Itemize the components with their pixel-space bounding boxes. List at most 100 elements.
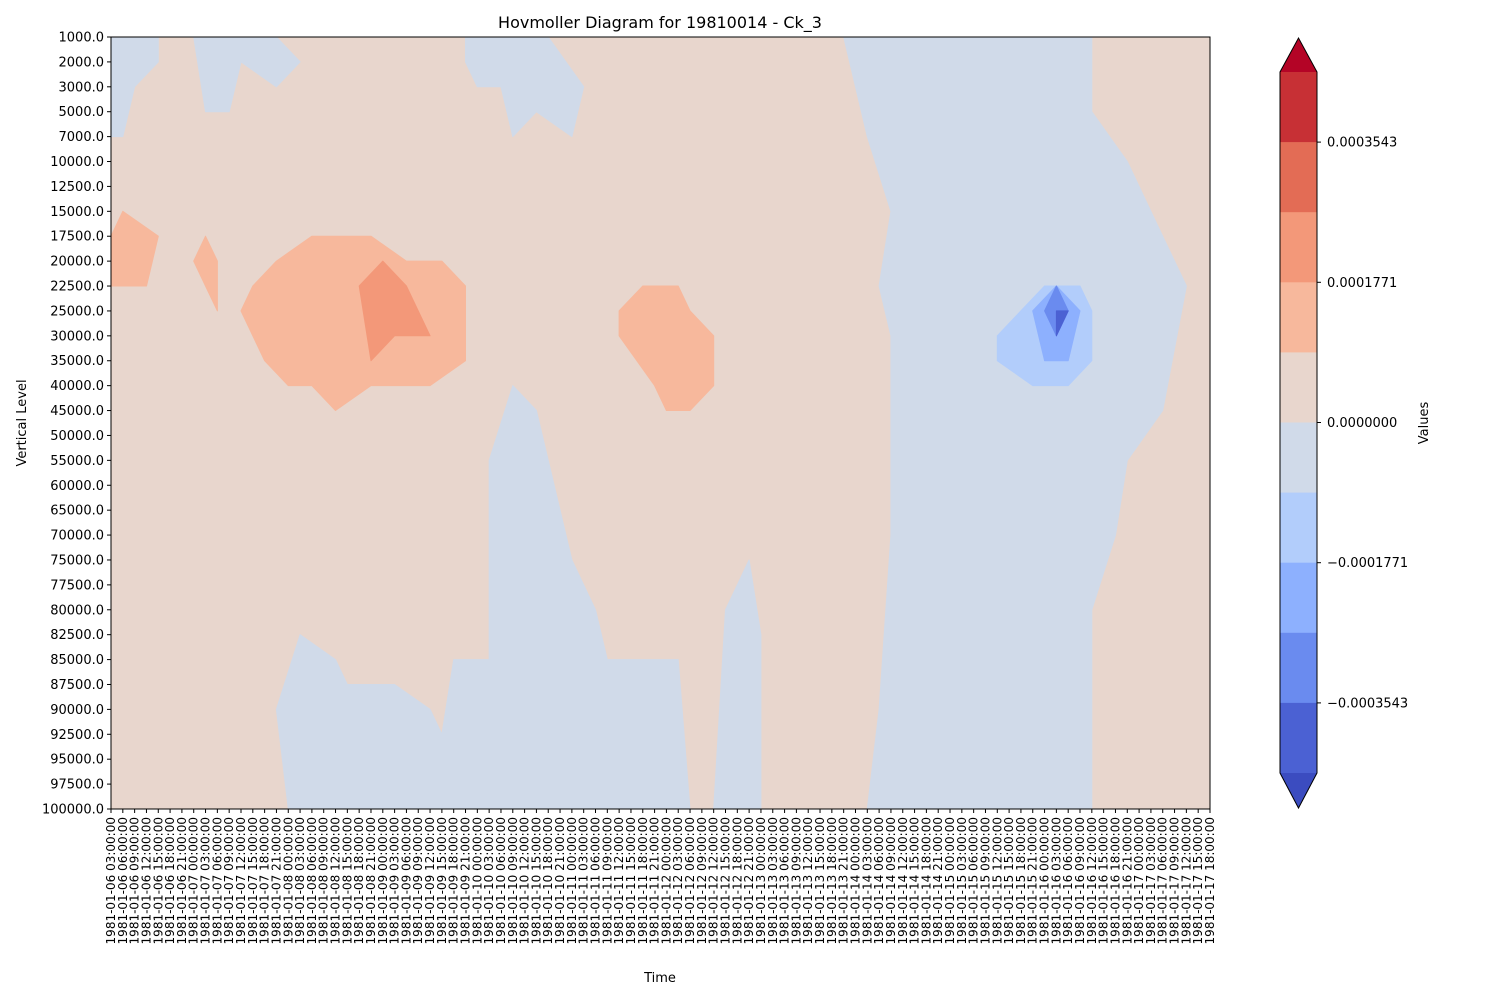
x-tick-label: 1981-01-09 21:00:00 — [459, 817, 473, 944]
y-tick-label: 20000.0 — [50, 255, 104, 270]
x-tick-label: 1981-01-09 18:00:00 — [447, 817, 461, 944]
x-tick-label: 1981-01-16 18:00:00 — [1109, 817, 1123, 944]
x-tick-label: 1981-01-08 12:00:00 — [329, 817, 343, 944]
y-tick-label: 3000.0 — [59, 80, 105, 95]
x-tick-label: 1981-01-07 03:00:00 — [199, 817, 213, 944]
x-tick-label: 1981-01-06 21:00:00 — [175, 817, 189, 944]
x-tick-label: 1981-01-13 21:00:00 — [837, 817, 851, 944]
contour-region-14 — [1055, 310, 1069, 337]
x-tick-label: 1981-01-10 15:00:00 — [529, 817, 543, 944]
x-tick-label: 1981-01-12 15:00:00 — [719, 817, 733, 944]
x-axis-label: Time — [643, 971, 676, 986]
x-tick-label: 1981-01-09 12:00:00 — [423, 817, 437, 944]
y-tick-label: 40000.0 — [50, 379, 104, 394]
y-tick-label: 65000.0 — [50, 504, 104, 519]
x-tick-label: 1981-01-06 09:00:00 — [128, 817, 142, 944]
y-tick-label: 70000.0 — [50, 529, 104, 544]
y-tick-label: 92500.0 — [50, 728, 104, 743]
x-tick-label: 1981-01-07 18:00:00 — [258, 817, 272, 944]
colorbar-band — [1280, 632, 1317, 704]
x-tick-label: 1981-01-13 15:00:00 — [813, 817, 827, 944]
colorbar-extend-top — [1280, 38, 1317, 72]
x-tick-label: 1981-01-11 15:00:00 — [624, 817, 638, 944]
x-tick-label: 1981-01-08 03:00:00 — [293, 817, 307, 944]
x-tick-label: 1981-01-17 18:00:00 — [1203, 817, 1217, 944]
x-tick-label: 1981-01-14 12:00:00 — [896, 817, 910, 944]
x-tick-label: 1981-01-15 00:00:00 — [943, 817, 957, 944]
x-tick-label: 1981-01-06 06:00:00 — [116, 817, 130, 944]
colorbar-band — [1280, 142, 1317, 213]
y-tick-label: 2000.0 — [59, 55, 105, 70]
colorbar-tick-label: −0.0003543 — [1327, 696, 1408, 711]
x-tick-label: 1981-01-10 12:00:00 — [518, 817, 532, 944]
y-tick-label: 25000.0 — [50, 304, 104, 319]
x-tick-label: 1981-01-15 15:00:00 — [1002, 817, 1016, 944]
x-tick-label: 1981-01-16 00:00:00 — [1038, 817, 1052, 944]
x-tick-label: 1981-01-17 03:00:00 — [1144, 817, 1158, 944]
chart-title: Hovmoller Diagram for 19810014 - Ck_3 — [498, 13, 822, 33]
x-tick-label: 1981-01-12 09:00:00 — [695, 817, 709, 944]
x-tick-label: 1981-01-15 06:00:00 — [967, 817, 981, 944]
x-tick-label: 1981-01-15 21:00:00 — [1026, 817, 1040, 944]
colorbar-tick-label: 0.0003543 — [1327, 136, 1397, 151]
x-tick-label: 1981-01-06 12:00:00 — [140, 817, 154, 944]
x-tick-label: 1981-01-10 00:00:00 — [470, 817, 484, 944]
x-tick-label: 1981-01-15 18:00:00 — [1014, 817, 1028, 944]
y-tick-label: 7000.0 — [59, 130, 105, 145]
x-tick-label: 1981-01-07 12:00:00 — [234, 817, 248, 944]
contour-region-9 — [358, 260, 431, 362]
y-tick-label: 35000.0 — [50, 354, 104, 369]
colorbar-band — [1280, 212, 1317, 283]
x-tick-label: 1981-01-11 03:00:00 — [577, 817, 591, 944]
x-tick-label: 1981-01-13 09:00:00 — [789, 817, 803, 944]
colorbar: 0.0003543 0.0001771 0.0000000 −0.0001771 −0.… — [1279, 36, 1408, 810]
y-tick-label: 100000.0 — [42, 803, 104, 818]
x-tick-label: 1981-01-09 00:00:00 — [376, 817, 390, 944]
plot-frame — [110, 36, 1211, 810]
contour-region-8 — [240, 235, 466, 411]
x-tick-label: 1981-01-15 09:00:00 — [979, 817, 993, 944]
x-tick-label: 1981-01-08 18:00:00 — [352, 817, 366, 944]
x-tick-label: 1981-01-12 18:00:00 — [730, 817, 744, 944]
y-axis: 1000.0 2000.0 3000.0 5000.0 7000.0 10000.0 125… — [42, 31, 111, 818]
x-tick-label: 1981-01-13 18:00:00 — [825, 817, 839, 944]
colorbar-band — [1280, 702, 1317, 774]
x-tick-label: 1981-01-12 21:00:00 — [742, 817, 756, 944]
x-tick-label: 1981-01-12 06:00:00 — [683, 817, 697, 944]
x-tick-label: 1981-01-10 03:00:00 — [482, 817, 496, 944]
plot-area — [110, 36, 1211, 810]
x-tick-label: 1981-01-07 15:00:00 — [246, 817, 260, 944]
x-tick-label: 1981-01-16 21:00:00 — [1120, 817, 1134, 944]
colorbar-band — [1280, 352, 1317, 424]
x-tick-label: 1981-01-14 09:00:00 — [884, 817, 898, 944]
y-tick-label: 15000.0 — [50, 205, 104, 220]
x-tick-label: 1981-01-14 03:00:00 — [860, 817, 874, 944]
contour-region-10 — [618, 285, 715, 411]
x-tick-label: 1981-01-13 06:00:00 — [778, 817, 792, 944]
x-tick-label: 1981-01-17 06:00:00 — [1156, 817, 1170, 944]
y-tick-label: 82500.0 — [50, 628, 104, 643]
x-tick-label: 1981-01-07 09:00:00 — [222, 817, 236, 944]
x-tick-label: 1981-01-14 00:00:00 — [849, 817, 863, 944]
x-tick-label: 1981-01-11 12:00:00 — [612, 817, 626, 944]
x-tick-label: 1981-01-07 00:00:00 — [187, 817, 201, 944]
colorbar-extend-bottom — [1280, 773, 1317, 808]
colorbar-band — [1280, 562, 1317, 634]
x-tick-label: 1981-01-11 06:00:00 — [589, 817, 603, 944]
colorbar-outline — [1279, 36, 1318, 810]
x-tick-label: 1981-01-15 12:00:00 — [990, 817, 1004, 944]
x-tick-label: 1981-01-09 09:00:00 — [411, 817, 425, 944]
x-tick-label: 1981-01-11 09:00:00 — [600, 817, 614, 944]
x-tick-label: 1981-01-09 06:00:00 — [399, 817, 413, 944]
x-tick-label: 1981-01-14 06:00:00 — [872, 817, 886, 944]
x-tick-label: 1981-01-12 12:00:00 — [707, 817, 721, 944]
x-tick-label: 1981-01-16 15:00:00 — [1097, 817, 1111, 944]
x-tick-label: 1981-01-11 21:00:00 — [648, 817, 662, 944]
x-tick-label: 1981-01-16 12:00:00 — [1085, 817, 1099, 944]
x-tick-label: 1981-01-08 21:00:00 — [364, 817, 378, 944]
colorbar-tick-label: 0.0000000 — [1327, 416, 1397, 431]
x-tick-label: 1981-01-13 03:00:00 — [766, 817, 780, 944]
colorbar-band — [1280, 492, 1317, 564]
